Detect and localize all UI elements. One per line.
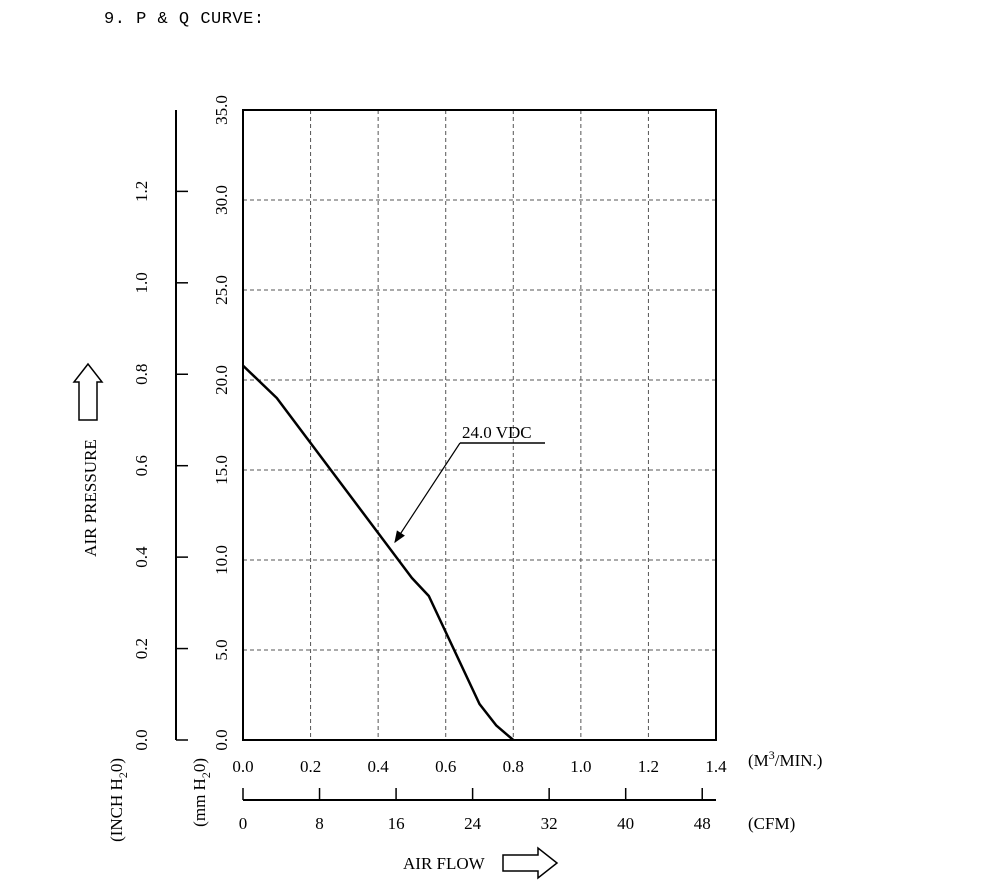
y-secondary-tick: 0.0: [132, 729, 151, 750]
x-axis-title: AIR FLOW: [403, 854, 486, 873]
secondary-x-ticks: 0 8 16 24 32 40 48: [239, 788, 711, 833]
y-secondary-tick: 1.2: [132, 181, 151, 202]
x-primary-tick-label: 0.4: [368, 757, 390, 776]
y-primary-tick: 15.0: [212, 455, 231, 485]
grid-lines: [243, 110, 716, 740]
x-primary-tick-label: 0.0: [232, 757, 253, 776]
y-primary-tick: 10.0: [212, 545, 231, 575]
y-axis-title: AIR PRESSURE: [81, 439, 100, 557]
x-secondary-unit-label: (CFM): [748, 814, 795, 833]
y-primary-tick-label: 0.0: [212, 729, 231, 750]
x-secondary-tick-label: 32: [541, 814, 558, 833]
y-secondary-tick: 0.8: [132, 364, 151, 385]
secondary-y-ticks: 0.0 0.2 0.4 0.6 0.8 1.0 1.2: [132, 181, 188, 751]
series-group: [242, 364, 515, 741]
section-heading: 9. P & Q CURVE:: [104, 10, 265, 29]
annotation-group: 24.0 VDC: [394, 423, 545, 544]
y-secondary-tick-label: 0.8: [132, 364, 151, 385]
x-secondary-tick-label: 48: [694, 814, 711, 833]
y-primary-tick: 30.0: [212, 185, 231, 215]
y-primary-tick-label: 5.0: [212, 639, 231, 660]
svg-text:(mm H20): (mm H20): [190, 758, 213, 827]
x-secondary-tick-label: 0: [239, 814, 248, 833]
annotation-arrowhead: [394, 530, 405, 544]
y-secondary-tick: 0.6: [132, 455, 151, 476]
x-primary-tick-label: 0.2: [300, 757, 321, 776]
primary-x-ticks: 0.0 0.2 0.4 0.6 0.8 1.0 1.2 1.4: [232, 757, 727, 776]
x-primary-unit-label: (M3/MIN.): [748, 748, 822, 770]
plot-frame: [242, 109, 717, 741]
primary-y-ticks: 0.0 5.0 10.0 15.0 20.0 25.0 30.0 35.0: [212, 95, 231, 751]
x-primary-tick-label: 1.0: [570, 757, 591, 776]
y-secondary-tick: 0.4: [132, 546, 151, 568]
y-secondary-tick-label: 1.2: [132, 181, 151, 202]
y-primary-tick-label: 35.0: [212, 95, 231, 125]
y-primary-tick: 5.0: [212, 639, 231, 660]
y-primary-unit-label: (mm H20): [190, 758, 213, 827]
y-secondary-unit-label: (INCH H20): [107, 758, 130, 842]
y-primary-tick: 25.0: [212, 275, 231, 305]
y-secondary-tick: 1.0: [132, 272, 151, 293]
right-arrow-icon: [502, 846, 559, 880]
y-primary-tick: 35.0: [212, 95, 231, 125]
y-primary-tick-label: 25.0: [212, 275, 231, 305]
y-secondary-tick-label: 1.0: [132, 272, 151, 293]
x-primary-tick-label: 0.6: [435, 757, 456, 776]
y-primary-tick-label: 10.0: [212, 545, 231, 575]
y-primary-tick-label: 15.0: [212, 455, 231, 485]
y-secondary-tick-label: 0.0: [132, 729, 151, 750]
annotation-leader: [394, 442, 461, 543]
y-secondary-tick: 0.2: [132, 638, 151, 659]
y-primary-tick-label: 30.0: [212, 185, 231, 215]
svg-text:(INCH H20): (INCH H20): [107, 758, 130, 842]
annotation-label: 24.0 VDC: [462, 423, 532, 442]
up-arrow-icon: [72, 362, 104, 421]
y-secondary-tick-label: 0.2: [132, 638, 151, 659]
y-secondary-tick-label: 0.6: [132, 455, 151, 476]
y-secondary-tick-label: 0.4: [132, 546, 151, 568]
y-primary-tick-label: 20.0: [212, 365, 231, 395]
y-primary-tick: 0.0: [212, 729, 231, 750]
y-primary-tick: 20.0: [212, 365, 231, 395]
x-primary-tick-label: 0.8: [503, 757, 524, 776]
x-secondary-tick-label: 40: [617, 814, 634, 833]
x-primary-tick-label: 1.2: [638, 757, 659, 776]
x-primary-tick-label: 1.4: [705, 757, 727, 776]
svg-text:AIR PRESSURE: AIR PRESSURE: [81, 439, 100, 557]
series-line: [242, 364, 515, 741]
x-secondary-tick-label: 24: [464, 814, 482, 833]
x-secondary-tick-label: 8: [315, 814, 324, 833]
x-secondary-tick-label: 16: [388, 814, 405, 833]
